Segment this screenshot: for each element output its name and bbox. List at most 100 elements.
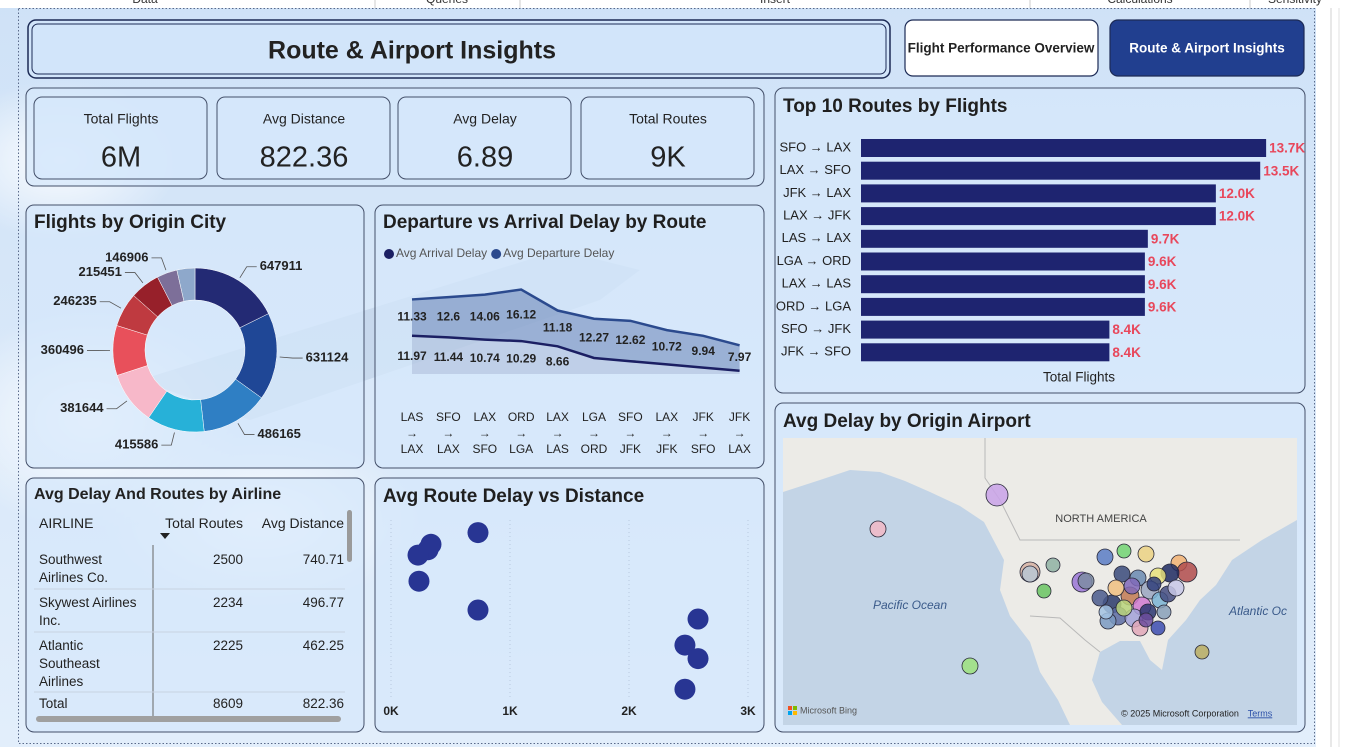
bar — [861, 207, 1216, 226]
panel — [25, 204, 365, 469]
point — [408, 570, 430, 592]
data-label: 146906 — [105, 249, 148, 264]
ribbon-tabs: Data Queries Insert Calculations Sensitivity — [132, 0, 1322, 8]
data-label: 11.44 — [434, 350, 464, 364]
data-label: 8.4K — [1112, 345, 1141, 360]
table-cell: 740.71 — [302, 552, 344, 567]
airport-markers — [869, 483, 1210, 675]
bar — [861, 343, 1110, 362]
scrollbar[interactable] — [36, 716, 341, 722]
ribbon — [0, 0, 1352, 8]
ribbon-tab: Calculations — [1107, 0, 1172, 6]
data-label: 8.4K — [1112, 322, 1141, 337]
table-cell: 462.25 — [302, 638, 344, 653]
point — [674, 634, 696, 656]
airport-marker — [1098, 604, 1114, 620]
map-label: NORTH AMERICA — [1055, 513, 1147, 525]
logo — [788, 711, 792, 715]
line — [411, 334, 740, 373]
leader-line — [161, 432, 175, 446]
data-label: 11.97 — [397, 349, 427, 363]
data-label: 415586 — [115, 437, 158, 452]
airport-marker — [1150, 620, 1166, 636]
y-tick-label: ORD → LGA — [776, 298, 851, 313]
logo — [793, 706, 797, 710]
leader-line — [124, 272, 144, 284]
bar — [861, 184, 1216, 203]
data-label: 9.7K — [1151, 231, 1180, 246]
map-terms[interactable]: Terms — [1248, 708, 1273, 718]
donut-slice — [176, 267, 196, 302]
table-cell: Atlantic Southeast Airlines — [39, 638, 100, 689]
x-tick-label: 3K — [740, 704, 756, 718]
x-tick-label: LAS → LAX — [400, 410, 424, 456]
kpi-card — [216, 96, 391, 180]
x-tick-label: 1K — [502, 704, 518, 718]
page-title: Route & Airport Insights — [268, 37, 556, 65]
land — [783, 438, 1297, 725]
legend-label: Avg Arrival Delay — [396, 246, 487, 260]
nav-button[interactable] — [904, 19, 1099, 77]
kpi-card — [580, 96, 755, 180]
nav-button-label[interactable]: Flight Performance Overview — [908, 41, 1095, 56]
kpi-label: Avg Distance — [263, 111, 345, 127]
airport-marker — [1167, 579, 1185, 597]
y-tick-label: SFO → JFK — [781, 321, 851, 336]
border — [1029, 615, 1101, 653]
x-tick-label: LAX → JFK — [655, 410, 679, 456]
map-copyright: © 2025 Microsoft Corporation — [1121, 708, 1239, 718]
y-tick-label: LAX → SFO — [779, 162, 851, 177]
x-tick-label: 2K — [621, 704, 637, 718]
data-label: 9.6K — [1148, 299, 1177, 314]
panel — [25, 477, 365, 733]
point — [674, 678, 696, 700]
data-label: 12.62 — [615, 333, 645, 347]
panel-title: Top 10 Routes by Flights — [783, 96, 1008, 117]
x-axis-label: Total Flights — [1043, 370, 1115, 385]
kpi-card — [397, 96, 572, 180]
bar — [861, 252, 1145, 271]
table-cell: 2500 — [212, 552, 243, 567]
airport-marker — [1146, 576, 1162, 592]
leader-line — [99, 301, 122, 309]
leader-line — [106, 400, 128, 410]
data-label: 246235 — [53, 293, 96, 308]
x-tick-label: SFO → JFK — [618, 410, 643, 456]
ribbon-tab: Insert — [760, 0, 791, 6]
airport-marker — [1194, 644, 1210, 660]
line — [411, 288, 740, 347]
data-label: 12.0K — [1219, 209, 1255, 224]
point — [687, 648, 709, 670]
kpi-card — [33, 96, 208, 180]
kpi-value: 6.89 — [457, 142, 513, 174]
table-cell: Southwest Airlines Co. — [39, 552, 109, 585]
data-label: 9.6K — [1148, 254, 1177, 269]
y-tick-label: LAX → LAS — [782, 276, 852, 291]
data-label: 10.72 — [652, 339, 682, 353]
table-cell: 496.77 — [302, 595, 344, 610]
data-label: 16.12 — [506, 307, 536, 321]
scrollbar[interactable] — [347, 510, 352, 562]
ribbon-tab: Data — [132, 0, 158, 6]
panel-title: Departure vs Arrival Delay by Route — [383, 212, 706, 233]
nav-button-active[interactable] — [1109, 19, 1305, 77]
data-label: 13.7K — [1269, 141, 1305, 156]
kpi-label: Total Flights — [84, 111, 159, 127]
table-total: 8609 — [212, 696, 243, 711]
leader-line — [279, 356, 303, 359]
area-band — [412, 289, 740, 371]
ribbon-tab: Queries — [426, 0, 468, 6]
data-label: 631124 — [306, 350, 349, 365]
nav-button-label[interactable]: Route & Airport Insights — [1129, 41, 1285, 56]
sort-arrow — [160, 533, 170, 539]
airport-marker — [985, 483, 1009, 507]
x-tick-label: JFK → LAX — [728, 410, 751, 456]
airport-marker — [1156, 604, 1172, 620]
data-label: 360496 — [41, 342, 84, 357]
kpi-value: 9K — [650, 142, 686, 174]
table-header: Total Routes — [165, 515, 243, 531]
airport-marker — [1138, 612, 1154, 628]
panel-title: Avg Route Delay vs Distance — [383, 486, 644, 507]
data-label: 486165 — [258, 426, 301, 441]
airport-marker — [1176, 561, 1198, 583]
